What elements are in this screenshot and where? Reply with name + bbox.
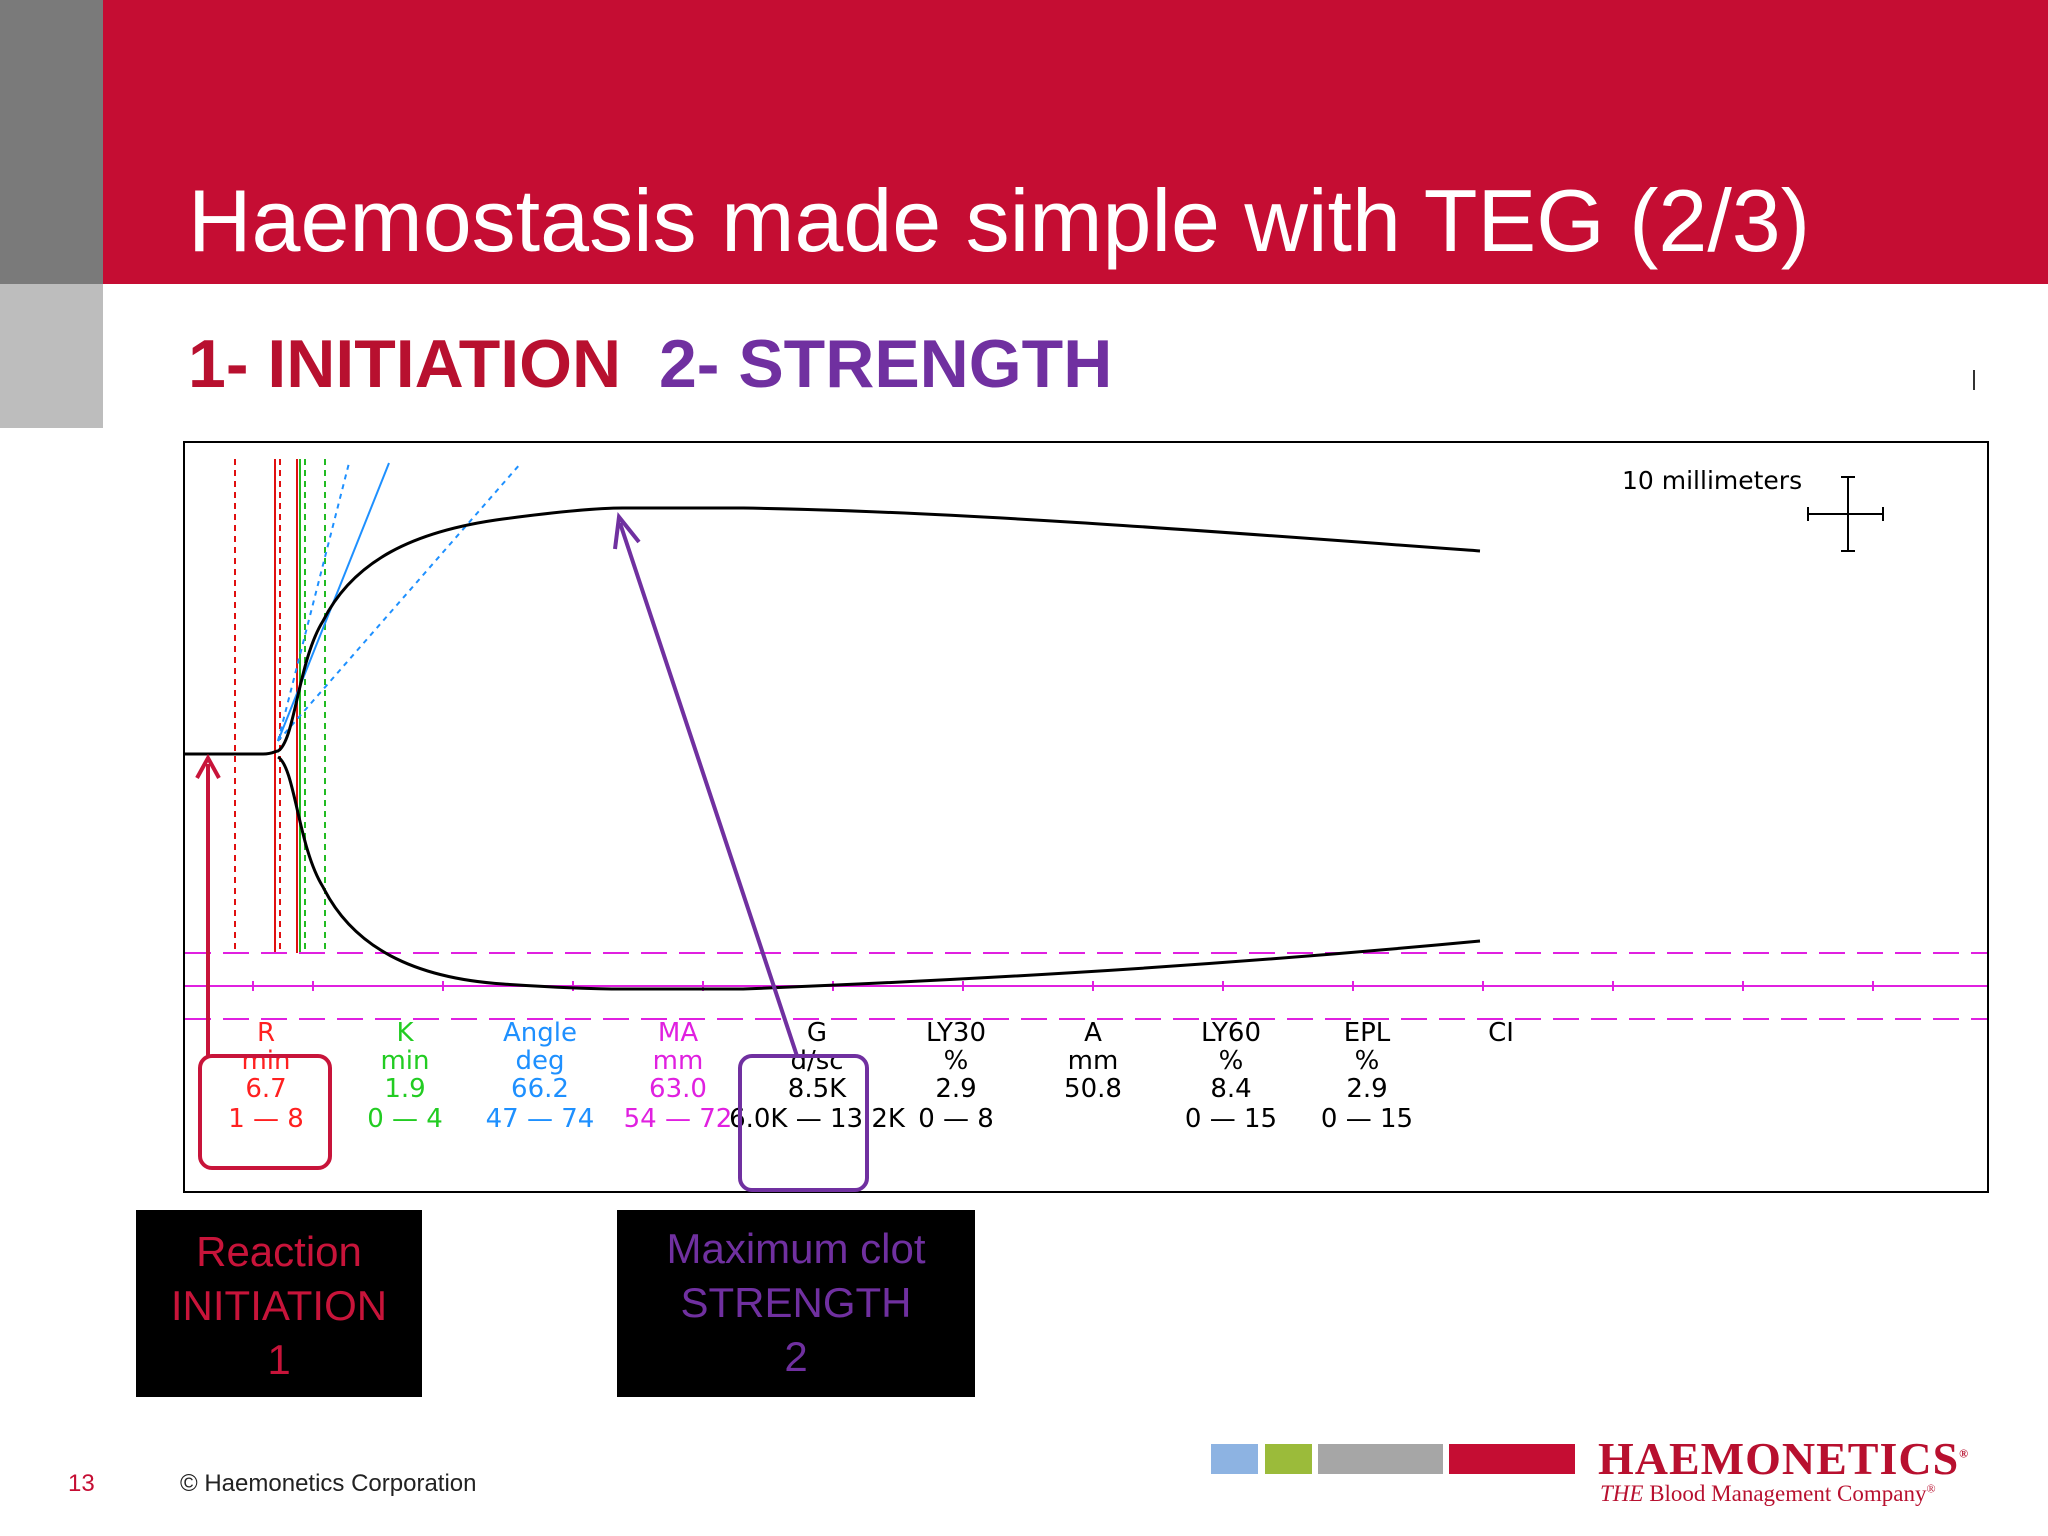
max-clot-strength-callout: Maximum clot STRENGTH 2	[617, 1210, 975, 1397]
param-name: LY60	[1201, 1018, 1261, 1048]
ma-arrow-shaft	[618, 522, 799, 1057]
param-value: 8.4	[1210, 1074, 1251, 1104]
decor-tick	[1973, 370, 1975, 390]
r-highlight-box	[198, 1054, 332, 1170]
title-banner	[103, 0, 2048, 284]
param-unit: mm	[653, 1046, 704, 1076]
param-value: 2.9	[1346, 1074, 1387, 1104]
slide-number: 13	[68, 1470, 95, 1497]
callout-line: Reaction	[196, 1228, 362, 1275]
param-name: Angle	[503, 1018, 577, 1048]
param-range: 0 — 15	[1185, 1104, 1277, 1134]
param-unit: mm	[1068, 1046, 1119, 1076]
copyright-notice: © Haemonetics Corporation	[180, 1470, 477, 1497]
tagline-rest: Blood Management Company	[1649, 1481, 1927, 1506]
param-name: K	[396, 1018, 414, 1048]
param-value: 2.9	[935, 1074, 976, 1104]
company-tagline: THE Blood Management Company®	[1600, 1481, 1936, 1506]
param-value: 63.0	[649, 1074, 707, 1104]
param-name: LY30	[926, 1018, 986, 1048]
scale-cross-icon	[1807, 476, 1884, 552]
callout-line: Maximum clot	[666, 1225, 926, 1272]
param-range: 54 — 72	[624, 1104, 733, 1134]
param-value: 1.9	[384, 1074, 425, 1104]
r-arrow-head	[195, 753, 221, 779]
company-logo-name: HAEMONETICS®	[1598, 1433, 1970, 1484]
param-unit: d/sc	[790, 1046, 843, 1076]
callout-line: INITIATION	[170, 1282, 388, 1329]
param-name: CI	[1488, 1018, 1514, 1048]
scale-label: 10 millimeters	[1622, 466, 1802, 495]
param-name: R	[257, 1018, 275, 1048]
param-range: 47 — 74	[486, 1104, 595, 1134]
param-value: 66.2	[511, 1074, 569, 1104]
teg-lower-trace	[277, 755, 1481, 991]
param-unit: deg	[515, 1046, 564, 1076]
callout-line: STRENGTH	[680, 1279, 912, 1326]
angle-dashed-line-2	[277, 462, 522, 742]
logo-bar-green	[1265, 1444, 1312, 1474]
slide-title: Haemostasis made simple with TEG (2/3)	[188, 171, 1811, 270]
decor-gray-block-bottom	[0, 284, 103, 428]
logo-bar-blue	[1211, 1444, 1258, 1474]
logo-bar-gray	[1318, 1444, 1443, 1474]
param-name: G	[807, 1018, 827, 1048]
decor-gray-block-top	[0, 0, 103, 284]
param-unit: %	[1355, 1046, 1380, 1076]
param-name: EPL	[1344, 1018, 1391, 1048]
tagline-italic: THE	[1600, 1481, 1644, 1506]
param-range: 6.0K — 13.2K	[729, 1104, 906, 1134]
param-value: 6.7	[245, 1074, 286, 1104]
angle-dashed-line	[277, 462, 350, 742]
param-unit: %	[1219, 1046, 1244, 1076]
callout-line: 1	[267, 1336, 291, 1383]
param-range: 0 — 8	[918, 1104, 994, 1134]
teg-upper-trace	[185, 506, 1481, 756]
param-range: 1 — 8	[228, 1104, 304, 1134]
callout-line: 2	[784, 1333, 808, 1380]
param-unit: %	[944, 1046, 969, 1076]
teg-frame	[183, 441, 1989, 1193]
reaction-initiation-callout: Reaction INITIATION 1	[136, 1210, 422, 1397]
subtitle-strength: 2- STRENGTH	[658, 326, 1113, 402]
param-value: 50.8	[1064, 1074, 1122, 1104]
param-value: 8.5K	[788, 1074, 847, 1104]
subtitle-initiation: 1- INITIATION	[188, 326, 622, 402]
param-range: 0 — 15	[1321, 1104, 1413, 1134]
param-name: MA	[658, 1018, 698, 1048]
slide-subtitle: 1- INITIATION 2- STRENGTH	[188, 325, 1112, 403]
ma-highlight-box	[738, 1054, 869, 1192]
param-name: A	[1084, 1018, 1102, 1048]
ma-arrow-head	[613, 512, 641, 550]
param-range: 0 — 4	[367, 1104, 443, 1134]
param-unit: min	[380, 1046, 429, 1076]
logo-bar-red	[1449, 1444, 1575, 1474]
logo-name-text: HAEMONETICS	[1598, 1433, 1960, 1484]
param-unit: min	[241, 1046, 290, 1076]
